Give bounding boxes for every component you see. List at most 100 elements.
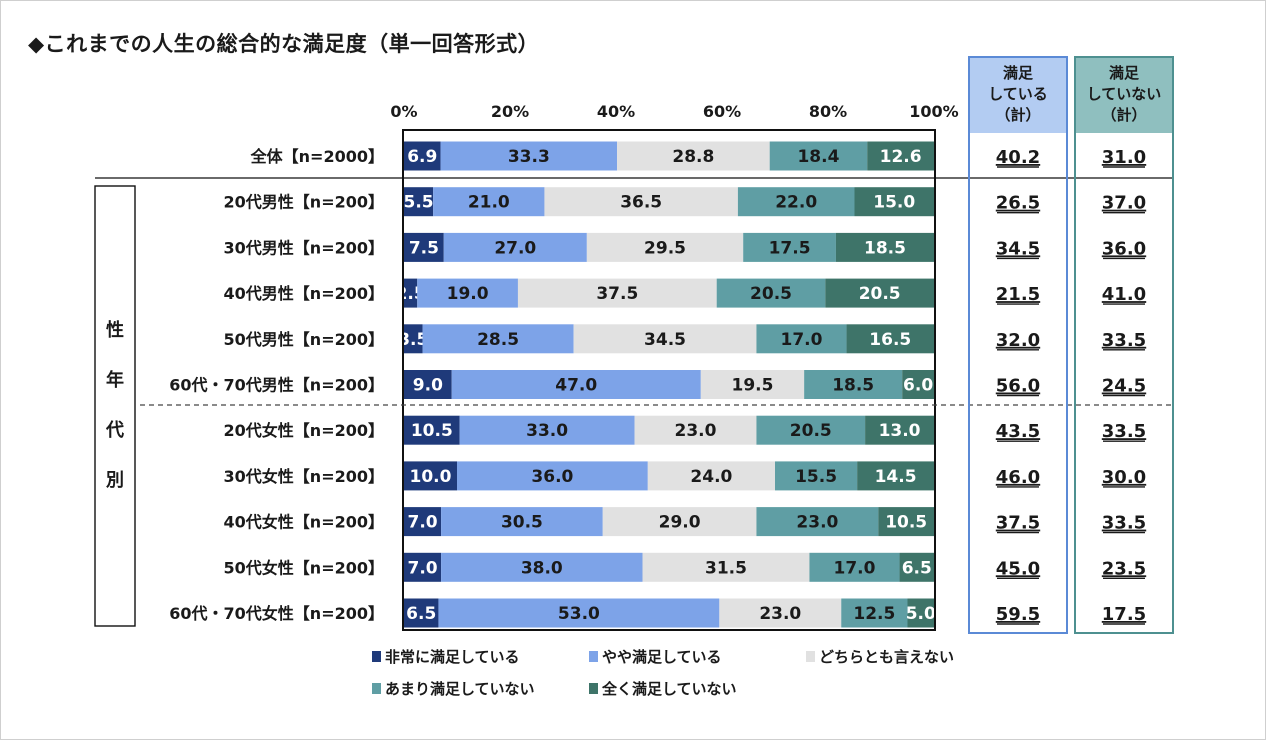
dissatisfied-total-value: 23.5	[1102, 558, 1146, 579]
data-label: 6.5	[902, 558, 932, 578]
data-label: 10.5	[885, 513, 927, 533]
bar-segment	[756, 415, 866, 445]
bar-segment	[857, 461, 934, 491]
data-label: 7.0	[407, 558, 437, 578]
satisfied-total-value: 34.5	[996, 238, 1040, 259]
bar-segment	[642, 552, 810, 582]
category-label: 40代女性【n=200】	[224, 513, 384, 532]
bar-segment	[441, 552, 643, 582]
category-label: 20代男性【n=200】	[224, 193, 384, 212]
category-label: 30代男性【n=200】	[224, 238, 384, 257]
satisfied-total-value: 37.5	[996, 513, 1040, 534]
bar-segment	[404, 141, 441, 171]
bar-segment	[867, 141, 934, 171]
legend-swatch	[372, 683, 381, 694]
bar-segment	[404, 461, 457, 491]
satisfied-total-value: 59.5	[996, 604, 1040, 625]
data-label: 15.0	[873, 193, 915, 213]
data-label: 29.5	[644, 238, 686, 258]
bar-segment	[586, 232, 744, 262]
data-label: 14.5	[875, 467, 917, 487]
legend-label: 全く満足していない	[601, 680, 737, 698]
data-label: 18.5	[832, 376, 874, 396]
bar-segment	[716, 278, 826, 308]
bar-segment	[440, 141, 618, 171]
legend-swatch	[372, 651, 381, 662]
bar-segment	[443, 232, 587, 262]
data-label: 3.5	[398, 330, 428, 350]
satisfied-total-value: 46.0	[996, 467, 1040, 488]
bar-segment	[459, 415, 635, 445]
satisfied-total-value: 21.5	[996, 284, 1040, 305]
category-label: 50代男性【n=200】	[224, 330, 384, 349]
bar-segment	[634, 415, 757, 445]
bar-segment	[825, 278, 934, 308]
data-label: 29.0	[659, 513, 701, 533]
bar-segment	[809, 552, 900, 582]
data-label: 5.5	[404, 193, 434, 213]
data-label: 27.0	[494, 238, 536, 258]
data-label: 30.5	[501, 513, 543, 533]
satisfied-total-header-line: している	[988, 85, 1048, 103]
category-label: 60代・70代女性【n=200】	[169, 604, 384, 623]
data-label: 13.0	[879, 421, 921, 441]
data-label: 18.5	[864, 238, 906, 258]
category-label: 50代女性【n=200】	[224, 558, 384, 577]
bar-segment	[404, 370, 452, 399]
bar-segment	[451, 370, 701, 399]
dissatisfied-total-value: 24.5	[1102, 376, 1146, 397]
legend-swatch	[589, 651, 598, 662]
data-label: 20.5	[859, 284, 901, 304]
data-label: 23.0	[759, 604, 801, 624]
category-label: 30代女性【n=200】	[224, 467, 384, 486]
dissatisfied-total-value: 41.0	[1102, 284, 1146, 305]
data-label: 22.0	[775, 193, 817, 213]
data-label: 18.4	[797, 147, 839, 167]
bar-segment	[441, 507, 603, 537]
legend-label: どちらとも言えない	[819, 648, 954, 666]
data-label: 6.0	[903, 376, 933, 396]
dissatisfied-total-header-line: していない	[1087, 85, 1162, 103]
satisfied-total-header-line: （計）	[995, 106, 1040, 124]
data-label: 5.0	[906, 604, 936, 624]
category-label: 20代女性【n=200】	[224, 421, 384, 440]
bar-segment	[544, 187, 738, 217]
group-label-char: 代	[105, 420, 124, 441]
data-label: 33.0	[526, 421, 568, 441]
data-label: 10.5	[411, 421, 453, 441]
bar-segment	[404, 232, 444, 262]
data-label: 6.5	[406, 604, 436, 624]
bar-segment	[602, 507, 757, 537]
dissatisfied-total-header-line: （計）	[1101, 106, 1146, 124]
bar-segment	[756, 324, 847, 354]
satisfied-total-value: 56.0	[996, 376, 1040, 397]
data-label: 17.0	[781, 330, 823, 350]
x-tick-label: 60%	[703, 102, 741, 121]
category-label: 60代・70代男性【n=200】	[169, 376, 384, 395]
data-label: 33.3	[508, 147, 550, 167]
bar-segment	[804, 370, 903, 399]
bar-segment	[457, 461, 648, 491]
bar-segment	[719, 598, 842, 628]
satisfied-total-column-border	[968, 56, 1068, 634]
data-label: 47.0	[555, 376, 597, 396]
satisfied-total-header-bg	[969, 57, 1067, 133]
group-label-char: 別	[106, 470, 124, 491]
bar-segment	[700, 370, 805, 399]
legend-swatch	[806, 651, 815, 662]
group-label-char: 性	[106, 319, 124, 341]
bar-segment	[404, 324, 423, 354]
bar-segment	[769, 141, 868, 171]
data-label: 28.5	[477, 330, 519, 350]
data-label: 16.5	[869, 330, 911, 350]
bar-segment	[404, 598, 439, 628]
data-label: 23.0	[796, 513, 838, 533]
satisfied-total-header-line: 満足	[1003, 64, 1034, 82]
data-label: 24.0	[690, 467, 732, 487]
bar-segment	[417, 278, 518, 308]
data-label: 53.0	[558, 604, 600, 624]
bar-segment	[835, 232, 934, 262]
x-tick-label: 40%	[597, 102, 635, 121]
bar-segment	[865, 415, 934, 445]
